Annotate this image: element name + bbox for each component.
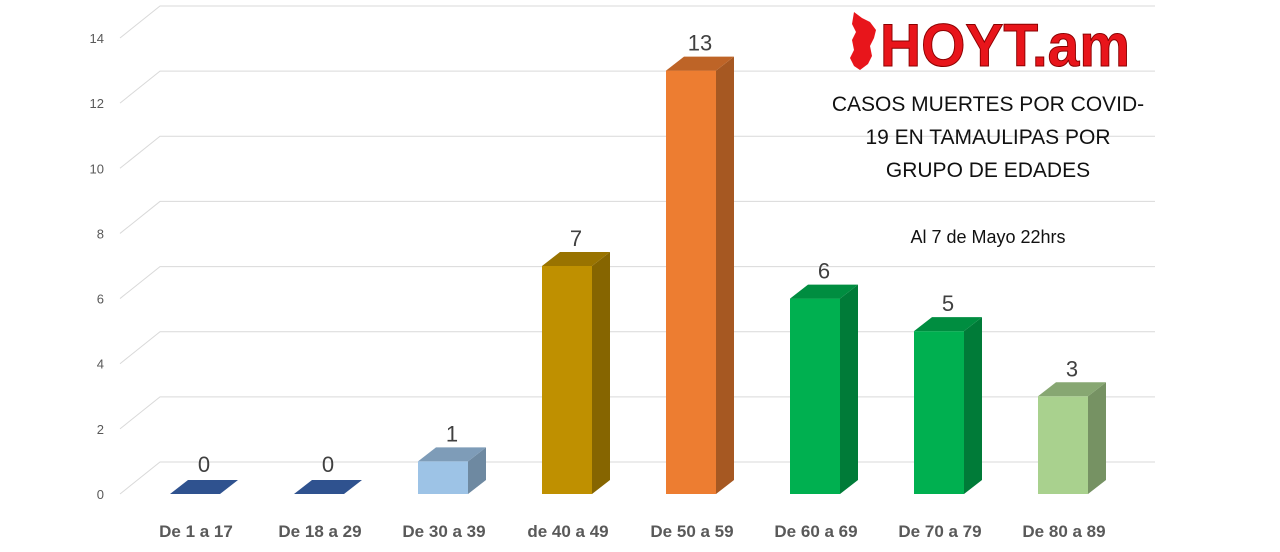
gridline [119, 461, 1155, 495]
bar-value-label: 1 [446, 421, 458, 446]
gridline [119, 396, 1155, 430]
bar [666, 56, 734, 495]
bar-value-label: 0 [322, 452, 334, 477]
chart-bars: 0 0 1 7 13 6 5 3 [170, 31, 1106, 495]
chart-title: CASOS MUERTES POR COVID-19 EN TAMAULIPAS… [831, 93, 1145, 182]
y-tick-label: 8 [97, 226, 104, 241]
tamaulipas-map-icon [850, 12, 876, 70]
bar-value-label: 0 [198, 452, 210, 477]
y-tick-label: 4 [97, 357, 104, 372]
gridline [119, 70, 1155, 104]
y-tick-label: 2 [97, 422, 104, 437]
y-tick-label: 10 [90, 161, 104, 176]
bar [790, 284, 858, 494]
x-category-label: De 1 a 17 [159, 522, 233, 541]
bar-value-label: 3 [1066, 356, 1078, 381]
y-tick-label: 6 [97, 292, 104, 307]
x-category-label: De 60 a 69 [774, 522, 857, 541]
x-category-label: De 30 a 39 [402, 522, 485, 541]
x-category-label: De 18 a 29 [278, 522, 361, 541]
gridline [119, 5, 1155, 39]
bar-value-label: 7 [570, 226, 582, 251]
bar [170, 480, 238, 494]
y-tick-label: 12 [90, 96, 104, 111]
bar [418, 447, 486, 494]
hoyt-logo: HOYT.am [850, 12, 1131, 74]
bar [1038, 382, 1106, 494]
x-category-label: de 40 a 49 [527, 522, 608, 541]
bar-value-label: 5 [942, 291, 954, 316]
bar-value-label: 6 [818, 259, 830, 284]
bar [294, 480, 362, 494]
x-axis-labels: De 1 a 17 De 18 a 29 De 30 a 39 de 40 a 49 D… [159, 522, 1105, 541]
y-axis-ticks: 0 2 4 6 8 10 12 14 [90, 31, 104, 502]
x-category-label: De 50 a 59 [650, 522, 733, 541]
bar-value-label: 13 [688, 31, 712, 56]
y-tick-label: 0 [97, 487, 104, 502]
bar [542, 252, 610, 494]
logo-text: HOYT.am [880, 12, 1130, 74]
bar [914, 317, 982, 494]
x-category-label: De 80 a 89 [1022, 522, 1105, 541]
gridline [119, 135, 1155, 169]
gridline [119, 331, 1155, 365]
chart-subtitle: Al 7 de Mayo 22hrs [910, 227, 1066, 247]
y-tick-label: 14 [90, 31, 104, 46]
x-category-label: De 70 a 79 [898, 522, 981, 541]
gridline [119, 266, 1155, 299]
gridline [119, 200, 1155, 234]
chart-gridlines [119, 5, 1155, 495]
